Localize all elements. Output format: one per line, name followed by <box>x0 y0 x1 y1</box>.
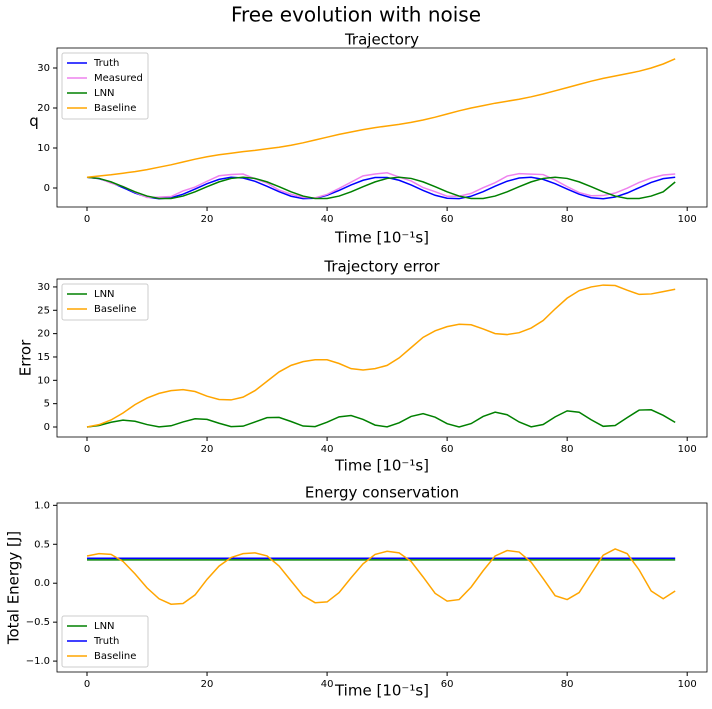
panel-title: Trajectory <box>344 31 419 49</box>
figure-title: Free evolution with noise <box>231 3 481 27</box>
legend-label: LNN <box>94 289 115 300</box>
series-line <box>86 284 676 428</box>
panel-title: Trajectory error <box>323 258 440 276</box>
y-tick-label: 0.0 <box>34 578 50 589</box>
series-line <box>86 409 676 428</box>
series-line <box>86 176 676 200</box>
x-axis-label: Time [10⁻¹s] <box>334 229 429 247</box>
y-tick-label: 25 <box>37 305 50 316</box>
y-tick-label: 15 <box>37 352 50 363</box>
x-axis-label: Time [10⁻¹s] <box>334 457 429 475</box>
x-tick-label: 100 <box>678 214 697 225</box>
x-tick-label: 40 <box>321 444 334 455</box>
legend-label: Baseline <box>94 304 136 315</box>
y-tick-label: 10 <box>37 143 50 154</box>
x-tick-label: 20 <box>201 679 214 690</box>
y-axis-label: Total Energy [J] <box>5 531 23 645</box>
panel-title: Energy conservation <box>305 484 459 502</box>
axes-frame <box>56 278 708 438</box>
x-tick-label: 0 <box>84 679 90 690</box>
x-tick-label: 80 <box>561 444 574 455</box>
x-tick-label: 100 <box>678 679 697 690</box>
y-tick-label: 5 <box>44 399 50 410</box>
legend-box <box>61 283 149 321</box>
legend-label: Baseline <box>94 651 136 662</box>
y-tick-label: 0.5 <box>34 539 50 550</box>
series-line <box>86 548 676 606</box>
x-tick-label: 40 <box>321 214 334 225</box>
legend-label: LNN <box>94 88 115 99</box>
y-tick-label: 20 <box>37 103 50 114</box>
x-tick-label: 40 <box>321 679 334 690</box>
x-tick-label: 60 <box>441 214 454 225</box>
y-axis-label: Error <box>17 339 35 376</box>
plot-area <box>86 284 676 428</box>
y-tick-label: 30 <box>37 63 50 74</box>
y-tick-label: 1.0 <box>34 500 50 511</box>
x-tick-label: 80 <box>561 214 574 225</box>
x-tick-label: 0 <box>84 444 90 455</box>
x-tick-label: 100 <box>678 444 697 455</box>
series-line <box>86 58 676 178</box>
legend-label: LNN <box>94 621 115 632</box>
x-tick-label: 60 <box>441 444 454 455</box>
y-tick-label: 0 <box>44 422 50 433</box>
x-tick-label: 80 <box>561 679 574 690</box>
plot-area <box>86 58 676 200</box>
legend-box <box>61 615 149 668</box>
plot-area <box>86 548 676 606</box>
x-axis-label: Time [10⁻¹s] <box>334 682 429 700</box>
x-tick-label: 60 <box>441 679 454 690</box>
series-line <box>86 171 676 199</box>
legend-label: Measured <box>94 73 143 84</box>
y-tick-label: 30 <box>37 282 50 293</box>
legend-box <box>61 52 149 120</box>
legend-label: Truth <box>93 636 119 647</box>
legend-label: Baseline <box>94 103 136 114</box>
y-tick-label: 0 <box>44 183 50 194</box>
axes-frame <box>56 502 708 673</box>
y-tick-label: −1.0 <box>26 656 50 667</box>
series-line <box>86 176 676 200</box>
y-tick-label: 10 <box>37 375 50 386</box>
x-tick-label: 20 <box>201 214 214 225</box>
axes-frame <box>56 47 708 208</box>
x-tick-label: 20 <box>201 444 214 455</box>
y-tick-label: 20 <box>37 329 50 340</box>
legend-label: Truth <box>93 58 119 69</box>
x-tick-label: 0 <box>84 214 90 225</box>
y-axis-label: q <box>29 112 39 130</box>
y-tick-label: −0.5 <box>26 617 50 628</box>
